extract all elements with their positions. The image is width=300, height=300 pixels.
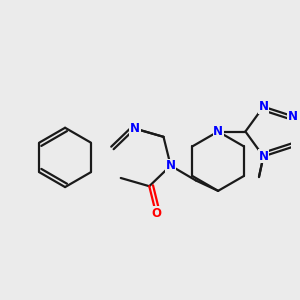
Text: N: N (130, 122, 140, 135)
Text: N: N (213, 125, 223, 138)
Text: N: N (258, 100, 268, 113)
Text: N: N (258, 150, 268, 163)
Text: N: N (288, 110, 298, 123)
Text: O: O (151, 207, 161, 220)
Text: N: N (166, 159, 176, 172)
